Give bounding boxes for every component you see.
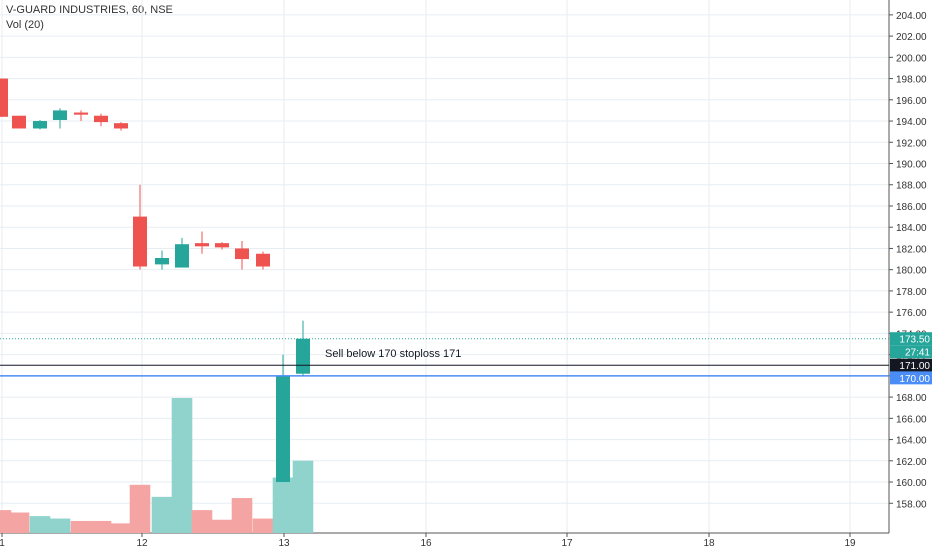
volume-bar [272, 477, 294, 533]
y-tick-label: 200.00 [896, 53, 927, 64]
sell-level-price-tag: 170.00 [899, 374, 930, 385]
volume-indicator-label: Vol (20) [6, 19, 44, 31]
x-tick-label: 12 [136, 538, 148, 549]
y-tick-label: 166.00 [896, 414, 927, 425]
x-tick-label: 19 [844, 538, 856, 549]
y-tick-label: 178.00 [896, 287, 927, 298]
y-tick-label: 158.00 [896, 499, 927, 510]
x-tick-label: 13 [278, 538, 290, 549]
volume-bar [252, 518, 274, 533]
volume-bar [110, 523, 132, 533]
candle-body [0, 78, 8, 117]
last-price-tag-bg [890, 332, 932, 346]
candle-body [33, 121, 47, 129]
candle-body [256, 253, 270, 267]
y-tick-label: 192.00 [896, 138, 927, 149]
y-tick-label: 202.00 [896, 32, 927, 43]
y-tick-label: 176.00 [896, 308, 927, 319]
stoploss-price-tag: 171.00 [899, 361, 930, 372]
y-tick-label: 198.00 [896, 75, 927, 86]
x-tick-label: 16 [420, 538, 432, 549]
chart-annotation: Sell below 170 stoploss 171 [325, 348, 461, 360]
y-tick-label: 190.00 [896, 160, 927, 171]
sell-level-price-tag-bg [890, 371, 932, 385]
y-tick-label: 164.00 [896, 436, 927, 447]
y-tick-label: 168.00 [896, 393, 927, 404]
volume-bar [191, 510, 213, 533]
volume-bar [8, 512, 30, 533]
chart-title: V-GUARD INDUSTRIES, 60, NSE [6, 4, 173, 16]
candle-countdown-tag: 27:41 [905, 348, 930, 359]
volume-bar [171, 398, 193, 533]
y-tick-label: 182.00 [896, 244, 927, 255]
y-tick-label: 184.00 [896, 223, 927, 234]
volume-bar [129, 484, 151, 533]
volume-bar [211, 519, 233, 533]
candle-body [155, 258, 169, 265]
volume-bar [90, 520, 112, 533]
y-tick-label: 162.00 [896, 457, 927, 468]
candle-body [74, 112, 88, 115]
candle-body [296, 338, 310, 374]
candle-body [175, 244, 189, 268]
candle-countdown-tag-bg [890, 345, 932, 359]
candle-body [114, 123, 128, 129]
y-tick-label: 196.00 [896, 96, 927, 107]
stoploss-price-tag-bg [890, 358, 932, 372]
y-tick-label: 180.00 [896, 266, 927, 277]
candle-body [215, 243, 229, 248]
volume-bar [292, 460, 314, 533]
candle-body [133, 216, 147, 267]
y-tick-label: 188.00 [896, 181, 927, 192]
y-tick-label: 160.00 [896, 478, 927, 489]
volume-bar [49, 518, 71, 533]
x-tick-label: 18 [703, 538, 715, 549]
volume-bar [231, 498, 253, 533]
volume-bar [151, 496, 173, 533]
candle-body [235, 248, 249, 260]
volume-bar [70, 520, 92, 533]
candle-body [12, 115, 26, 129]
volume-bar [0, 510, 12, 533]
candle-body [94, 115, 108, 123]
last-price-tag: 173.50 [899, 335, 930, 346]
y-tick-label: 194.00 [896, 117, 927, 128]
candle-body [53, 110, 67, 120]
volume-bar [29, 516, 51, 533]
x-tick-label: 1 [0, 538, 5, 549]
candle-body [195, 243, 209, 247]
y-tick-label: 204.00 [896, 11, 927, 22]
candle-body [276, 375, 290, 483]
y-tick-label: 186.00 [896, 202, 927, 213]
x-tick-label: 17 [561, 538, 573, 549]
